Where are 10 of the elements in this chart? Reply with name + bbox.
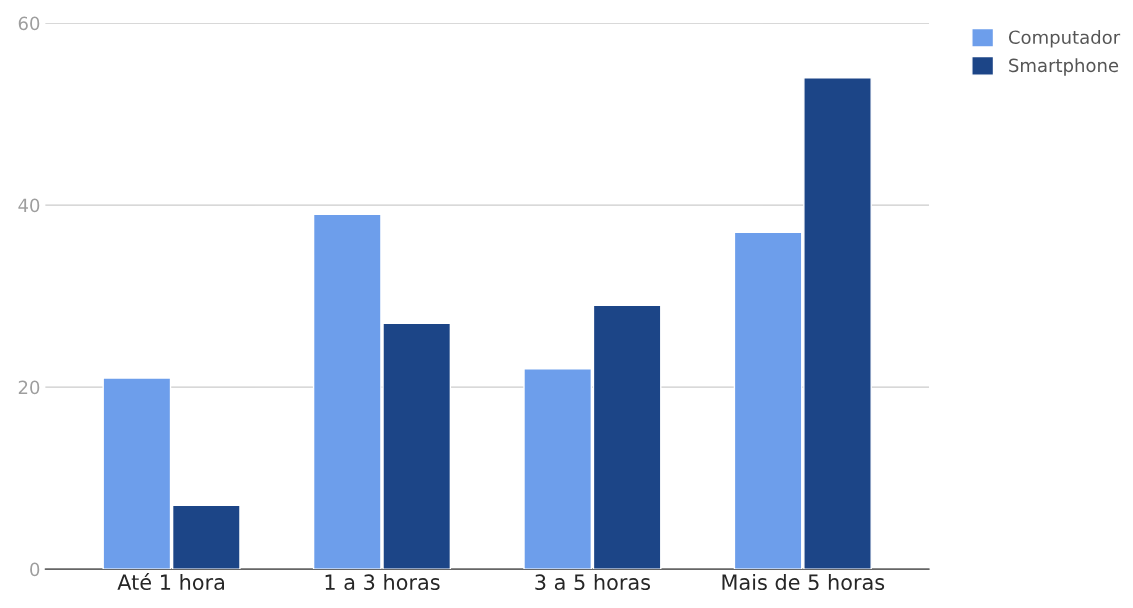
y-tick-label: 40 — [18, 198, 40, 213]
y-tick-label: 20 — [18, 380, 40, 395]
x-tick-label: Até 1 hora — [117, 573, 225, 591]
legend-label: Computador — [1008, 30, 1121, 48]
x-tick-label: 1 a 3 horas — [325, 573, 440, 591]
y-tick-label: 60 — [18, 16, 40, 31]
y-tick-label: 0 — [30, 562, 40, 577]
x-tick-label: 3 a 5 horas — [535, 573, 651, 591]
x-tick-label: Mais de 5 horas — [722, 573, 885, 591]
legend-label: Smartphone — [1009, 58, 1119, 76]
